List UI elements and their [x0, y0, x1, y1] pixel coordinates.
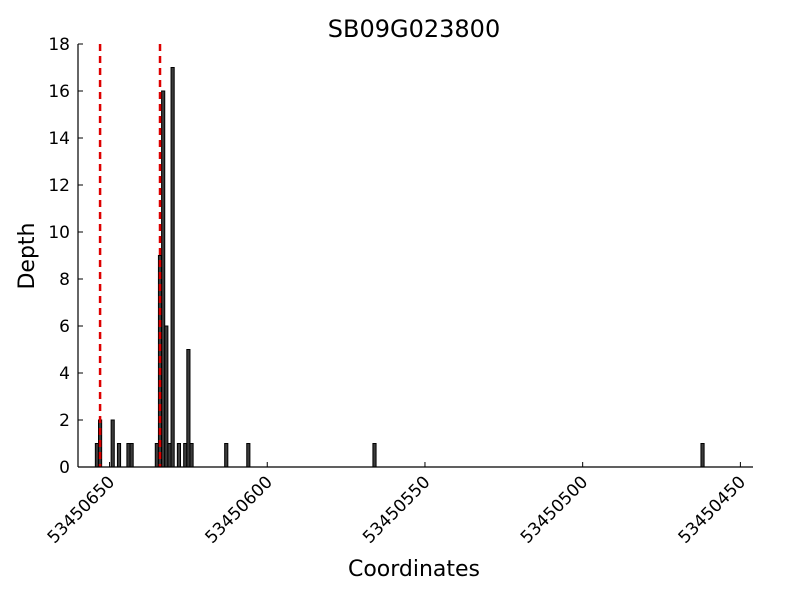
y-tick-label: 0	[59, 458, 70, 478]
axes-layer: 0 2 4 6 8 10 12 14 16 18 53450650 53450600 53450550 5…	[44, 35, 753, 548]
x-tick-label: 53450550	[359, 472, 434, 547]
depth-bar	[129, 443, 134, 468]
bars-layer	[94, 67, 705, 468]
depth-bar	[189, 443, 194, 468]
chart-title: SB09G023800	[328, 15, 500, 43]
y-tick-label: 2	[59, 411, 70, 431]
y-axis-label: Depth	[15, 222, 40, 289]
y-tick-label: 6	[59, 317, 70, 337]
x-tick-label: 53450450	[675, 472, 750, 547]
depth-bar	[110, 419, 115, 468]
y-tick-label: 16	[48, 82, 70, 102]
depth-bar	[246, 443, 251, 468]
y-tick-label: 8	[59, 270, 70, 290]
y-tick-label: 18	[48, 35, 70, 55]
y-tick-label: 4	[59, 364, 70, 384]
x-tick-label: 53450600	[201, 472, 276, 547]
depth-bar	[700, 443, 705, 468]
depth-bar	[176, 443, 182, 468]
y-tick-label: 14	[48, 129, 70, 149]
x-tick-label: 53450500	[517, 472, 592, 547]
depth-bar	[224, 443, 229, 468]
y-tick-label: 10	[48, 223, 70, 243]
y-tick-label: 12	[48, 176, 70, 196]
depth-bar	[170, 67, 175, 468]
marker-lines-layer	[98, 44, 162, 467]
x-axis-label: Coordinates	[348, 557, 480, 582]
x-tick-label: 53450650	[44, 472, 119, 547]
depth-bar	[116, 443, 122, 468]
depth-bar	[372, 443, 377, 468]
